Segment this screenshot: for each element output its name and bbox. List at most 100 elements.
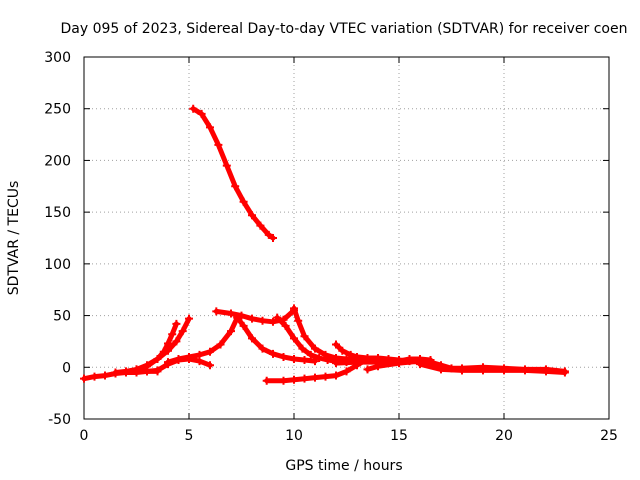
data-point-marker — [111, 368, 120, 377]
data-point-marker — [168, 330, 177, 339]
data-point-marker — [212, 307, 221, 316]
data-point-marker — [500, 364, 508, 373]
data-point-marker — [269, 317, 277, 326]
data-point-marker — [294, 316, 303, 325]
y-axis-label: SDTVAR / TECUs — [6, 181, 22, 296]
data-point-marker — [214, 140, 223, 149]
data-point-marker — [153, 366, 162, 375]
data-point-marker — [311, 373, 319, 382]
y-tick-label: -50 — [48, 412, 71, 428]
data-point-marker — [300, 356, 309, 365]
data-point-marker — [560, 367, 569, 376]
data-point-marker — [122, 367, 130, 376]
x-tick-label: 5 — [185, 428, 194, 444]
data-point-marker — [479, 363, 487, 372]
data-point-marker — [143, 367, 151, 376]
data-point-marker — [311, 344, 319, 353]
data-point-marker — [172, 337, 181, 346]
data-point-marker — [197, 109, 206, 118]
chart-title: Day 095 of 2023, Sidereal Day-to-day VTE… — [61, 21, 628, 37]
data-point-marker — [353, 358, 361, 367]
data-point-marker — [338, 346, 347, 355]
data-point-marker — [231, 182, 240, 191]
x-tick-label: 0 — [80, 428, 89, 444]
data-point-marker — [321, 372, 330, 381]
data-point-marker — [279, 352, 288, 361]
data-point-marker — [290, 375, 298, 384]
data-point-marker — [363, 365, 372, 374]
data-point-marker — [300, 374, 309, 383]
x-axis-label: GPS time / hours — [285, 458, 402, 474]
data-point-marker — [174, 355, 183, 364]
data-point-marker — [239, 197, 248, 206]
x-tick-label: 10 — [285, 428, 303, 444]
data-point-marker — [80, 374, 88, 383]
data-point-marker — [542, 365, 550, 374]
y-tick-label: 0 — [62, 360, 71, 376]
data-point-marker — [264, 230, 273, 239]
data-point-marker — [332, 359, 340, 368]
data-point-marker — [298, 344, 307, 353]
data-point-marker — [172, 319, 181, 328]
data-point-marker — [269, 349, 277, 358]
data-point-marker — [458, 364, 466, 373]
data-point-marker — [227, 327, 235, 336]
data-point-marker — [273, 313, 282, 322]
data-point-marker — [281, 321, 290, 330]
data-point-marker — [101, 371, 109, 380]
data-point-marker — [227, 309, 235, 318]
data-point-marker — [206, 347, 214, 356]
x-tick-label: 15 — [390, 428, 408, 444]
data-point-marker — [332, 340, 340, 349]
data-point-marker — [290, 334, 298, 343]
data-point-marker — [206, 123, 214, 132]
data-point-marker — [346, 350, 355, 359]
y-tick-label: 300 — [44, 50, 71, 66]
data-point-marker — [164, 339, 172, 348]
data-point-marker — [248, 211, 256, 220]
data-point-marker — [374, 362, 382, 371]
data-point-marker — [239, 321, 248, 330]
data-point-marker — [321, 350, 330, 359]
data-point-marker — [153, 355, 162, 364]
axis-ticks: 0 5 10 15 20 25 -50 0 50 100 150 200 250 300 — [44, 50, 618, 444]
data-point-marker — [90, 372, 99, 381]
data-point-marker — [185, 352, 193, 361]
series-line-arc-11 — [264, 356, 370, 384]
plot-frame — [83, 56, 610, 420]
data-point-marker — [216, 340, 225, 349]
series-line-arc-1 — [190, 106, 276, 241]
data-point-marker — [248, 314, 256, 323]
x-tick-label: 20 — [495, 428, 513, 444]
data-point-marker — [290, 355, 298, 364]
data-point-marker — [306, 350, 315, 359]
data-point-marker — [233, 313, 242, 322]
data-point-marker — [437, 364, 445, 373]
data-point-marker — [269, 234, 277, 242]
data-series — [80, 104, 569, 385]
data-point-marker — [206, 361, 214, 370]
data-point-marker — [256, 221, 265, 230]
series-line-arc-9 — [274, 315, 360, 365]
data-point-marker — [300, 332, 309, 341]
data-point-marker — [178, 327, 187, 336]
data-point-marker — [222, 161, 231, 170]
y-tick-label: 200 — [44, 153, 71, 169]
data-point-marker — [132, 365, 141, 374]
data-point-marker — [416, 360, 424, 369]
data-point-marker — [279, 376, 288, 385]
data-point-marker — [237, 311, 246, 320]
data-point-marker — [315, 353, 324, 362]
data-point-marker — [290, 304, 298, 313]
data-point-marker — [332, 371, 340, 380]
data-point-marker — [164, 358, 172, 367]
y-tick-label: 100 — [44, 257, 71, 273]
data-point-marker — [258, 316, 267, 325]
grid-lines — [84, 57, 609, 419]
data-point-marker — [185, 314, 193, 323]
y-tick-label: 250 — [44, 102, 71, 118]
data-point-marker — [342, 367, 351, 376]
data-point-marker — [248, 334, 256, 343]
data-point-marker — [195, 350, 204, 359]
